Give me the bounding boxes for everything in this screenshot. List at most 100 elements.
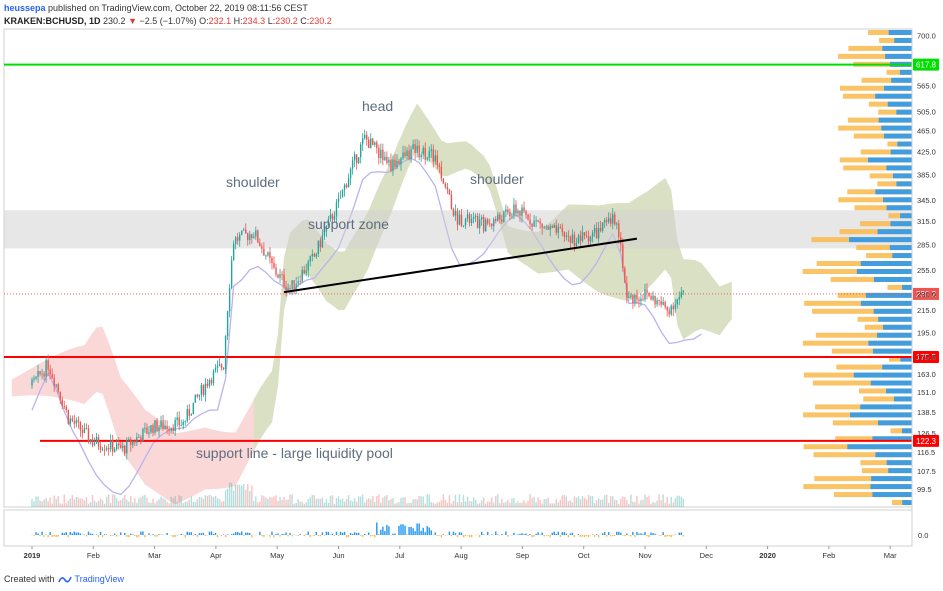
volume-profile-bar: [886, 165, 912, 171]
oscillator-bar: [226, 534, 229, 535]
oscillator-bar: [557, 531, 559, 535]
volume-bar: [366, 499, 368, 507]
time-tick-label: Jul: [395, 551, 405, 560]
candle-body: [527, 214, 529, 220]
oscillator-bar: [624, 535, 626, 537]
oscillator-bar: [668, 535, 670, 537]
volume-profile-bar: [886, 69, 912, 75]
volume-bar: [243, 484, 245, 507]
candle-body: [497, 214, 499, 221]
volume-bar: [499, 503, 501, 507]
volume-profile-bar: [875, 452, 912, 458]
oscillator-bar: [521, 533, 523, 535]
tradingview-logo-icon: [57, 576, 72, 582]
candle-body: [571, 234, 574, 243]
price-axis[interactable]: 617.8 175.5 122.3 230.2 700.0 565.0 505.0 465.0…: [911, 29, 939, 546]
volume-bar: [482, 497, 485, 507]
volume-profile-bar: [877, 181, 912, 187]
candle-body: [654, 295, 656, 305]
volume-bar: [446, 502, 449, 507]
publish-info: published on TradingView.com, October 22…: [48, 3, 308, 13]
price-pane[interactable]: [3, 28, 913, 508]
volume-profile-bar: [861, 77, 912, 83]
time-tick-label: Dec: [700, 551, 714, 560]
oscillator-bar: [567, 535, 570, 538]
candle-body: [156, 420, 158, 432]
oscillator-bar: [529, 534, 531, 535]
oscillator-bar: [597, 535, 600, 538]
candle-body: [230, 260, 233, 289]
candle-body: [484, 219, 487, 232]
candle-body: [529, 219, 531, 224]
volume-bar: [307, 499, 309, 507]
oscillator-bar: [408, 526, 410, 535]
author-link[interactable]: heussepa: [4, 3, 46, 13]
oscillator-bar: [172, 535, 174, 538]
oscillator-bar: [214, 532, 217, 535]
volume-profile-bar: [853, 133, 912, 139]
volume-profile-bar: [877, 229, 912, 235]
oscillator-bar: [126, 535, 128, 537]
volume-bar: [126, 499, 128, 507]
candle-body: [317, 240, 320, 255]
footer: Created with TradingView: [4, 574, 124, 584]
oscillator-bar: [97, 535, 100, 538]
volume-bar: [432, 502, 434, 507]
oscillator-bar: [565, 533, 568, 535]
candle-body: [202, 385, 205, 395]
candle-body: [644, 289, 646, 300]
oscillator-bar: [196, 535, 199, 537]
oscillator-bar: [640, 533, 642, 535]
candle-body: [43, 373, 45, 377]
candle-body: [553, 225, 555, 228]
volume-bar: [45, 498, 47, 507]
candle-body: [474, 215, 477, 218]
volume-bar: [638, 503, 640, 507]
volume-bar: [682, 498, 685, 507]
volume-bar: [224, 490, 227, 507]
oscillator-bar: [277, 533, 279, 535]
candle-body: [311, 254, 313, 257]
price-tick-label: 565.0: [917, 81, 936, 90]
price-tick-label: 425.0: [917, 147, 936, 156]
volume-bar: [249, 491, 251, 507]
candle-body: [630, 295, 632, 297]
candle-body: [547, 226, 549, 230]
volume-bar: [113, 494, 116, 507]
candle-body: [499, 214, 501, 220]
volume-bar: [156, 500, 158, 507]
time-axis[interactable]: 2019 Feb Mar Apr May Jun Jul Aug Sep Oct Nov Dec 202…: [4, 545, 912, 560]
change-arrow-icon: ▼: [128, 16, 137, 26]
volume-bar: [33, 501, 35, 507]
oscillator-bar: [368, 532, 370, 535]
volume-profile-bar: [900, 213, 912, 219]
candle-body: [583, 232, 586, 236]
symbol-label[interactable]: KRAKEN:BCHUSD, 1D: [4, 16, 101, 26]
candle-body: [190, 414, 193, 416]
volume-bar: [610, 496, 612, 507]
oscillator-bar: [353, 532, 356, 535]
tradingview-link[interactable]: TradingView: [74, 574, 125, 584]
oscillator-bar: [648, 535, 650, 538]
oscillator-pane[interactable]: [3, 509, 913, 547]
volume-bar: [95, 502, 98, 507]
oscillator-bar: [259, 531, 261, 535]
volume-bar: [368, 498, 370, 507]
volume-bar: [218, 499, 221, 507]
volume-bar: [154, 503, 156, 507]
candle-body: [394, 159, 396, 168]
oscillator-bar: [523, 534, 525, 535]
volume-bar: [607, 502, 610, 507]
candle-body: [361, 138, 364, 145]
candle-body: [569, 236, 572, 243]
oscillator-bar: [99, 531, 102, 535]
candle-body: [470, 218, 473, 223]
volume-bar: [650, 503, 652, 507]
volume-bar: [513, 498, 515, 507]
oscillator-bar: [361, 535, 364, 537]
volume-bar: [680, 496, 683, 507]
oscillator-bar: [190, 532, 193, 535]
price-chart[interactable]: 617.8 175.5 122.3 230.2 700.0 565.0 505.0 465.0…: [0, 26, 943, 572]
volume-bar: [263, 495, 265, 507]
volume-bar: [99, 498, 102, 507]
